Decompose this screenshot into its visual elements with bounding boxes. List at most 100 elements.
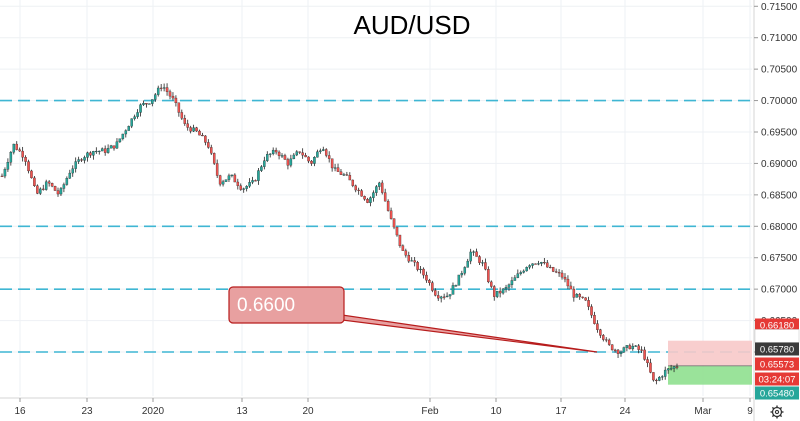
- candle-body: [159, 87, 163, 89]
- candle-body: [212, 153, 216, 164]
- candle-body: [425, 274, 428, 281]
- candle-body: [537, 263, 540, 265]
- gear-tooth: [771, 406, 775, 410]
- candle-body: [404, 250, 408, 256]
- candle-body: [53, 186, 57, 191]
- candle-body: [666, 368, 670, 371]
- candle-body: [510, 280, 514, 285]
- candle-body: [298, 151, 301, 153]
- candle-body: [607, 339, 611, 345]
- gear-icon[interactable]: [770, 405, 784, 419]
- y-tick-label: 0.68000: [761, 222, 798, 233]
- reward-zone[interactable]: [668, 365, 752, 385]
- candle-body: [369, 197, 372, 203]
- candle-body: [198, 130, 201, 136]
- candle-body: [466, 260, 469, 268]
- x-tick-label: Feb: [421, 406, 439, 417]
- candle-body: [487, 269, 490, 283]
- candle-body: [30, 170, 33, 179]
- candle-body: [342, 174, 346, 176]
- candle-body: [392, 218, 396, 228]
- y-tick-label: 0.71000: [761, 33, 798, 44]
- candle-body: [351, 179, 355, 186]
- candle-body: [431, 282, 434, 291]
- candle-body: [333, 167, 337, 169]
- risk-zone[interactable]: [668, 340, 752, 366]
- candles: [0, 83, 679, 385]
- candle-body: [354, 185, 357, 191]
- candle-body: [375, 186, 378, 193]
- callout-box[interactable]: [228, 286, 345, 324]
- candle-body: [339, 171, 343, 175]
- candle-body: [360, 190, 363, 197]
- candle-body: [460, 273, 464, 276]
- candle-body: [395, 226, 399, 236]
- candle-body: [658, 377, 661, 381]
- x-tick-label: 2020: [142, 406, 165, 417]
- candle-body: [286, 159, 290, 166]
- candle-body: [554, 271, 558, 273]
- candle-body: [543, 262, 546, 264]
- candle-body: [36, 185, 39, 194]
- candle-body: [42, 188, 45, 190]
- candle-body: [21, 150, 24, 158]
- candle-body: [675, 366, 679, 368]
- candle-body: [92, 151, 95, 156]
- price-callout[interactable]: 0.6600: [228, 286, 598, 353]
- candle-body: [80, 159, 83, 161]
- x-tick-label: 13: [236, 406, 248, 417]
- candle-body: [587, 300, 590, 307]
- candle-body: [451, 285, 455, 295]
- candle-body: [575, 294, 579, 298]
- candle-body: [83, 157, 86, 161]
- candle-body: [566, 278, 570, 287]
- candle-body: [174, 97, 178, 104]
- y-tick-label: 0.67000: [761, 285, 798, 296]
- candle-body: [186, 123, 189, 128]
- candle-body: [525, 267, 528, 272]
- candle-body: [145, 103, 148, 105]
- candle-body: [324, 149, 328, 156]
- candle-body: [115, 141, 119, 149]
- candle-body: [183, 118, 187, 124]
- candle-body: [86, 152, 89, 158]
- price-label-bg: [755, 372, 799, 386]
- candle-body: [204, 135, 207, 143]
- price-label: 0.65480: [760, 388, 794, 399]
- candle-body: [445, 295, 449, 298]
- candle-body: [319, 150, 322, 152]
- candle-body: [372, 192, 375, 198]
- candle-body: [248, 182, 251, 187]
- candle-body: [263, 160, 266, 167]
- candle-body: [109, 145, 113, 149]
- x-tick-label: 20: [302, 406, 314, 417]
- candle-body: [130, 118, 133, 127]
- candle-body: [428, 280, 431, 283]
- candle-body: [245, 186, 248, 189]
- candle-body: [401, 245, 405, 251]
- candle-body: [65, 178, 69, 185]
- grid-lines: [0, 0, 752, 396]
- candle-body: [154, 94, 157, 100]
- candle-body: [221, 181, 225, 185]
- candle-body: [419, 268, 422, 271]
- candle-body: [498, 290, 502, 294]
- candle-body: [44, 181, 48, 190]
- x-tick-label: 17: [555, 406, 567, 417]
- candle-body: [112, 145, 116, 149]
- candle-body: [77, 159, 80, 162]
- candle-body: [165, 87, 169, 92]
- candle-body: [6, 162, 10, 170]
- candle-body: [610, 344, 614, 351]
- candle-body: [655, 379, 658, 382]
- candle-body: [142, 103, 145, 105]
- candle-body: [490, 281, 493, 287]
- y-tick-label: 0.69000: [761, 159, 798, 170]
- candle-body: [100, 148, 104, 152]
- candle-body: [481, 262, 484, 264]
- candle-body: [475, 251, 478, 257]
- candle-body: [254, 180, 257, 182]
- candle-body: [62, 184, 66, 189]
- x-tick-label: 16: [14, 406, 26, 417]
